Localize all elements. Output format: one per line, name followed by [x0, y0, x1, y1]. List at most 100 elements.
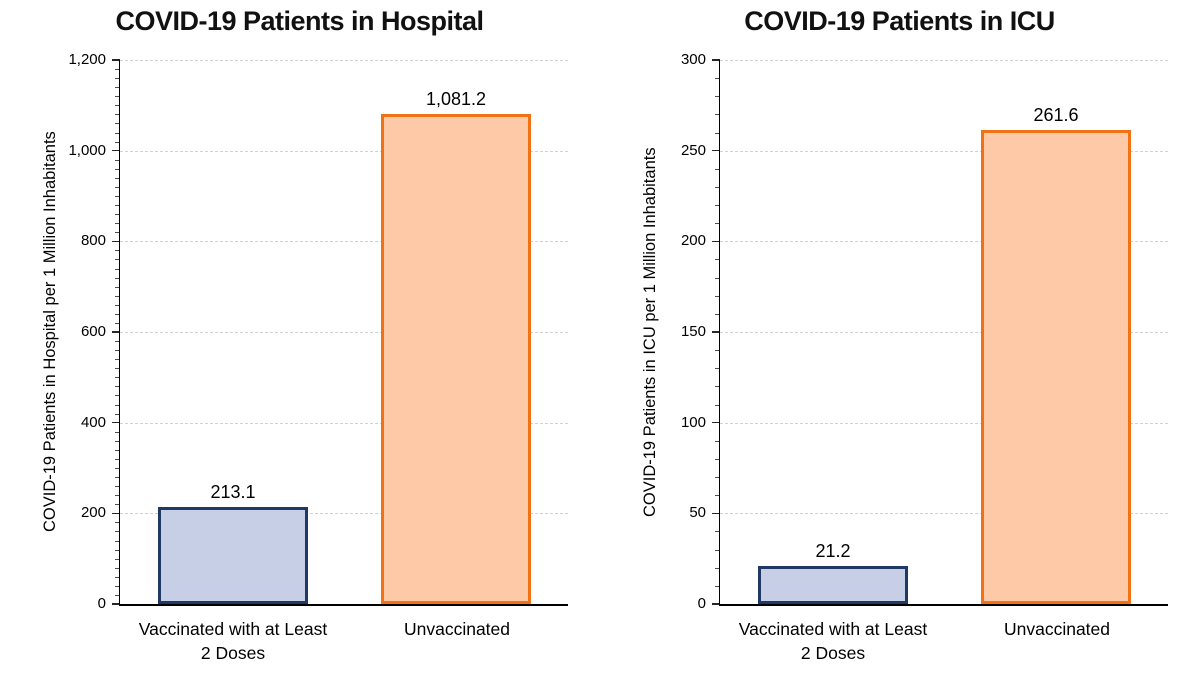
y-axis-minor-tick [115, 359, 120, 361]
y-axis-minor-tick [115, 413, 120, 415]
y-axis-minor-tick [715, 404, 720, 406]
y-axis-minor-tick [115, 477, 120, 479]
y-axis-minor-tick [115, 232, 120, 234]
y-axis-minor-tick [115, 295, 120, 297]
y-axis-minor-tick [115, 214, 120, 216]
y-axis-minor-tick [115, 277, 120, 279]
y-axis-tick-label: 300 [680, 51, 706, 68]
y-axis-minor-tick [115, 186, 120, 188]
y-axis-minor-tick [715, 477, 720, 479]
y-axis-minor-tick [115, 87, 120, 89]
y-axis-minor-tick [115, 286, 120, 288]
y-axis-minor-tick [115, 304, 120, 306]
y-axis-major-tick [112, 512, 120, 515]
y-axis-minor-tick [115, 449, 120, 451]
y-axis-tick-label: 100 [680, 413, 706, 431]
y-axis-minor-tick [115, 567, 120, 569]
gridline [120, 150, 568, 152]
y-axis-minor-tick [115, 114, 120, 116]
y-axis-minor-tick [715, 567, 720, 569]
y-axis-minor-tick [115, 350, 120, 352]
y-axis-minor-tick [115, 576, 120, 578]
gridline [720, 60, 1168, 61]
y-axis-minor-tick [115, 404, 120, 406]
y-axis-tick-label: 0 [697, 595, 706, 612]
y-axis-minor-tick [115, 123, 120, 125]
y-axis-minor-tick [715, 295, 720, 297]
y-axis-minor-tick [115, 458, 120, 460]
y-axis-minor-tick [715, 223, 720, 225]
y-axis-minor-tick [115, 96, 120, 98]
y-axis-tick-label: 50 [689, 504, 706, 522]
value-label-vaccinated-hospital: 213.1 [210, 482, 256, 502]
y-axis-minor-tick [115, 395, 120, 397]
gridline [120, 422, 568, 424]
y-axis-major-tick [112, 149, 120, 152]
hospital-chart: COVID-19 Patients in Hospital COVID-19 P… [0, 0, 599, 691]
y-axis-major-tick [112, 331, 120, 333]
y-axis-minor-tick [715, 313, 720, 315]
y-axis-major-tick [112, 240, 120, 243]
y-axis-minor-tick [115, 132, 120, 134]
y-axis-minor-tick [715, 78, 720, 80]
chart-title-icu: COVID-19 Patients in ICU [744, 6, 1055, 36]
y-axis-tick-label: 0 [97, 595, 106, 612]
y-axis-major-tick [712, 331, 720, 333]
y-axis-minor-tick [115, 196, 120, 197]
y-axis-minor-tick [715, 186, 720, 188]
y-axis-minor-tick [115, 540, 120, 542]
value-label-unvaccinated-icu: 261.6 [1033, 105, 1079, 125]
y-axis-minor-tick [115, 468, 120, 469]
y-axis-minor-tick [115, 177, 120, 179]
bar-unvaccinated-icu: 261.6 [981, 105, 1131, 604]
y-axis-minor-tick [715, 96, 720, 98]
y-axis-minor-tick [115, 268, 120, 270]
y-axis-minor-tick [715, 549, 720, 551]
y-axis-minor-tick [115, 105, 120, 107]
y-axis-minor-tick [715, 277, 720, 279]
category-label-unvaccinated: Unvaccinated [403, 619, 511, 639]
y-axis-minor-tick [115, 440, 120, 442]
y-axis-minor-tick [115, 69, 120, 71]
y-axis-major-tick [112, 603, 120, 605]
y-axis-minor-tick [715, 259, 720, 261]
y-axis-major-tick [112, 421, 120, 424]
y-axis-minor-tick [115, 168, 120, 170]
value-label-vaccinated-icu: 21.2 [815, 541, 851, 561]
bar-vaccinated-icu: 21.2 [758, 541, 908, 604]
y-axis-major-tick [712, 603, 720, 605]
y-axis-tick-label: 200 [680, 232, 706, 250]
gridline [120, 241, 568, 243]
y-axis-minor-tick [115, 504, 120, 506]
gridline [720, 422, 1168, 424]
y-axis-line [118, 60, 120, 604]
y-axis-minor-tick [715, 585, 720, 587]
icu-chart: COVID-19 Patients in ICU COVID-19 Patien… [600, 0, 1199, 691]
y-axis-minor-tick [715, 531, 720, 533]
y-axis-major-tick [712, 240, 720, 243]
y-axis-minor-tick [715, 132, 720, 134]
gridline [720, 513, 1168, 515]
y-axis-minor-tick [715, 458, 720, 460]
y-axis-minor-tick [115, 250, 120, 252]
y-axis-minor-tick [115, 341, 120, 343]
y-axis-minor-tick [115, 495, 120, 497]
bar-unvaccinated-hospital: 1,081.2 [381, 89, 531, 604]
bar-vaccinated-hospital: 213.1 [158, 482, 308, 604]
y-axis-tick-label: 1,200 [68, 51, 106, 68]
y-axis-minor-tick [715, 350, 720, 352]
y-axis-minor-tick [715, 368, 720, 370]
y-axis-minor-tick [115, 522, 120, 524]
plot-area-icu: 21.2 261.6 Vaccinated with at Least 2 Do… [681, 51, 1168, 663]
y-axis-major-tick [712, 421, 720, 424]
category-label-vaccinated: Vaccinated with at Least 2 Doses [738, 619, 928, 663]
y-axis-tick-label: 800 [80, 232, 106, 250]
y-axis-minor-tick [715, 386, 720, 388]
y-axis-minor-tick [715, 440, 720, 442]
category-label-vaccinated: Vaccinated with at Least 2 Doses [138, 619, 328, 663]
category-label-unvaccinated: Unvaccinated [1003, 619, 1111, 639]
gridline [120, 332, 568, 333]
chart-title-hospital: COVID-19 Patients in Hospital [115, 6, 484, 36]
y-axis-tick-label: 1,000 [68, 141, 106, 159]
y-axis-minor-tick [115, 205, 120, 207]
